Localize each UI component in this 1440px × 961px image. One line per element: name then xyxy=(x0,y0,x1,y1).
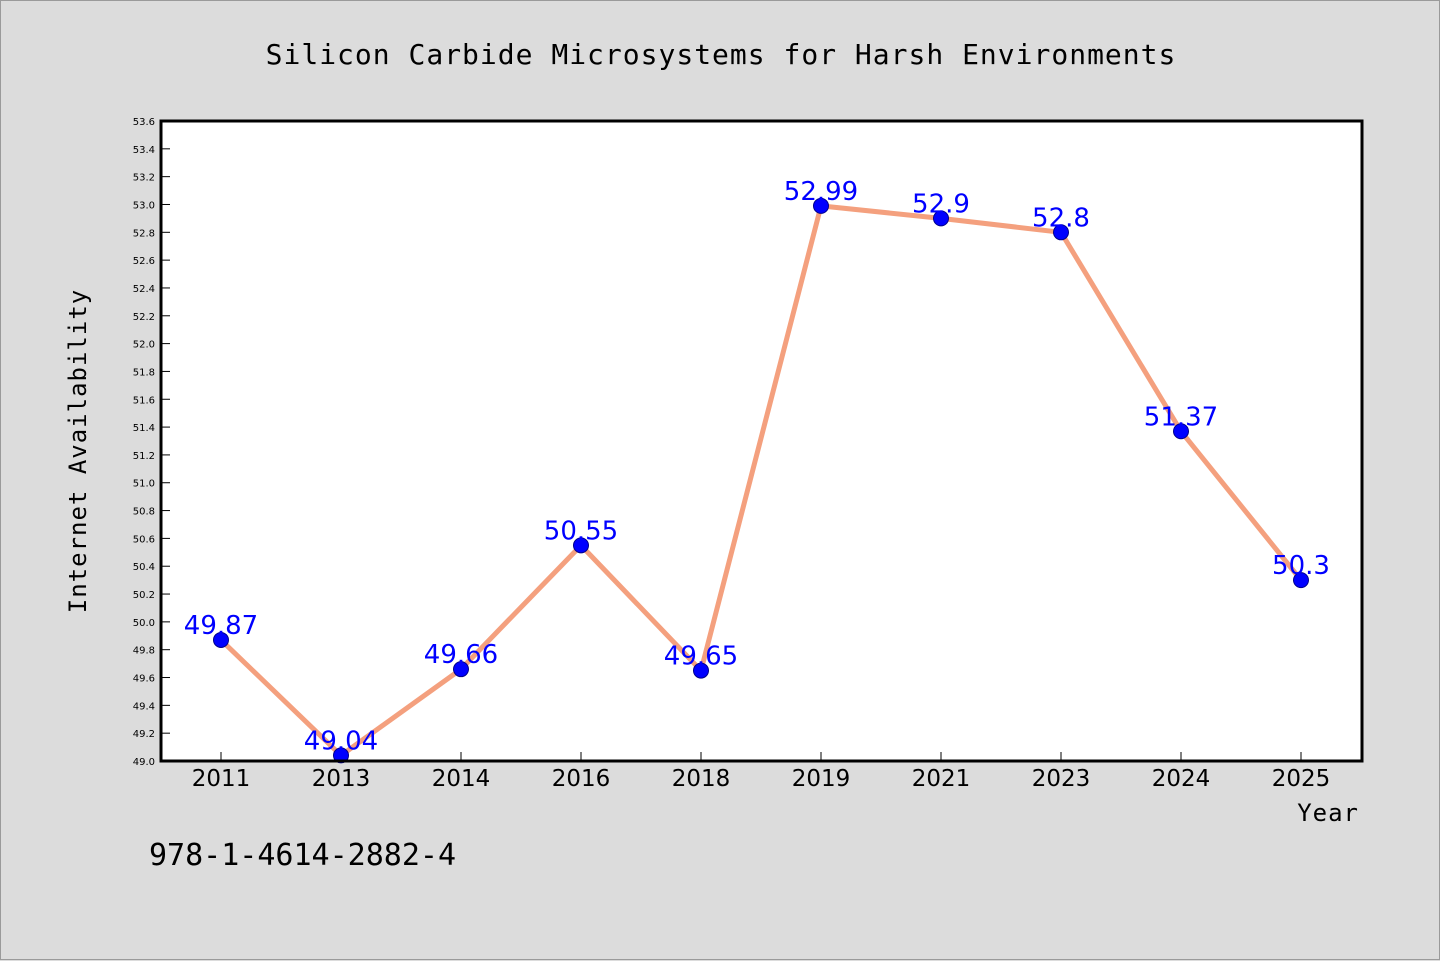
data-label: 51.37 xyxy=(1144,402,1218,432)
y-tick-label: 52.6 xyxy=(133,256,155,267)
y-tick-label: 53.0 xyxy=(133,200,155,211)
y-tick-label: 51.4 xyxy=(133,423,155,434)
y-tick-label: 49.8 xyxy=(133,646,155,657)
x-axis-ticks: 2011 2013 2014 2016 2018 2019 2021 2023 2024 2025 xyxy=(192,752,1331,792)
y-tick-label: 50.4 xyxy=(133,562,155,573)
y-tick-label: 49.4 xyxy=(133,701,155,712)
x-tick-label: 2023 xyxy=(1032,766,1091,792)
x-tick-label: 2024 xyxy=(1152,766,1211,792)
chart-title: Silicon Carbide Microsystems for Harsh E… xyxy=(266,38,1177,71)
x-tick-label: 2013 xyxy=(312,766,371,792)
y-tick-label: 52.4 xyxy=(133,284,155,295)
y-tick-label: 53.2 xyxy=(133,173,155,184)
y-tick-label: 51.6 xyxy=(133,395,155,406)
y-tick-label: 50.6 xyxy=(133,534,155,545)
data-point xyxy=(933,210,949,227)
y-axis-label: Internet Availability xyxy=(64,289,92,613)
data-label: 49.87 xyxy=(184,611,258,641)
data-labels-group: 49.87 49.04 49.66 50.55 49.65 52.99 52.9 52.8 51… xyxy=(184,177,1330,757)
y-tick-label: 53.4 xyxy=(133,145,155,156)
plot-frame xyxy=(159,119,1364,763)
y-tick-label: 50.8 xyxy=(133,507,155,518)
y-tick-label: 49.6 xyxy=(133,674,155,685)
y-tick-label: 52.2 xyxy=(133,312,155,323)
y-tick-label: 51.8 xyxy=(133,367,155,378)
series-line xyxy=(219,203,1303,758)
y-tick-label: 53.6 xyxy=(133,117,155,128)
x-axis-label: Year xyxy=(1297,799,1359,827)
data-label: 50.3 xyxy=(1272,551,1330,581)
x-tick-label: 2019 xyxy=(792,766,851,792)
data-point xyxy=(1173,423,1189,440)
y-tick-label: 49.2 xyxy=(133,729,155,740)
x-tick-label: 2014 xyxy=(432,766,491,792)
x-tick-label: 2016 xyxy=(552,766,611,792)
x-tick-label: 2011 xyxy=(192,766,251,792)
data-label: 50.55 xyxy=(544,516,618,546)
y-tick-label: 52.8 xyxy=(133,228,155,239)
series-line-group xyxy=(219,203,1303,758)
y-tick-label: 50.0 xyxy=(133,618,155,629)
data-label: 49.66 xyxy=(424,640,498,670)
data-point xyxy=(1293,572,1309,589)
data-label: 52.8 xyxy=(1032,203,1090,233)
data-point xyxy=(1053,224,1069,241)
data-label: 52.99 xyxy=(784,177,858,207)
data-label: 49.04 xyxy=(304,726,378,756)
x-tick-label: 2025 xyxy=(1272,766,1331,792)
y-tick-label: 49.0 xyxy=(133,757,155,768)
data-point xyxy=(213,631,229,648)
y-axis-ticks: 49.0 49.2 49.4 49.6 49.8 50.0 50.2 50.4 50.6 50.8… xyxy=(133,117,170,768)
data-point xyxy=(453,661,469,678)
x-tick-label: 2018 xyxy=(672,766,731,792)
data-label: 49.65 xyxy=(664,642,738,672)
data-point xyxy=(693,662,709,679)
data-point xyxy=(573,537,589,554)
y-tick-label: 51.2 xyxy=(133,451,155,462)
y-tick-label: 52.0 xyxy=(133,340,155,351)
y-tick-label: 50.2 xyxy=(133,590,155,601)
y-tick-label: 51.0 xyxy=(133,479,155,490)
data-point xyxy=(813,197,829,214)
series-points-group xyxy=(213,197,1309,764)
data-point xyxy=(333,747,349,764)
isbn-text: 978-1-4614-2882-4 xyxy=(149,838,456,873)
data-label: 52.9 xyxy=(912,189,970,219)
x-tick-label: 2021 xyxy=(912,766,971,792)
